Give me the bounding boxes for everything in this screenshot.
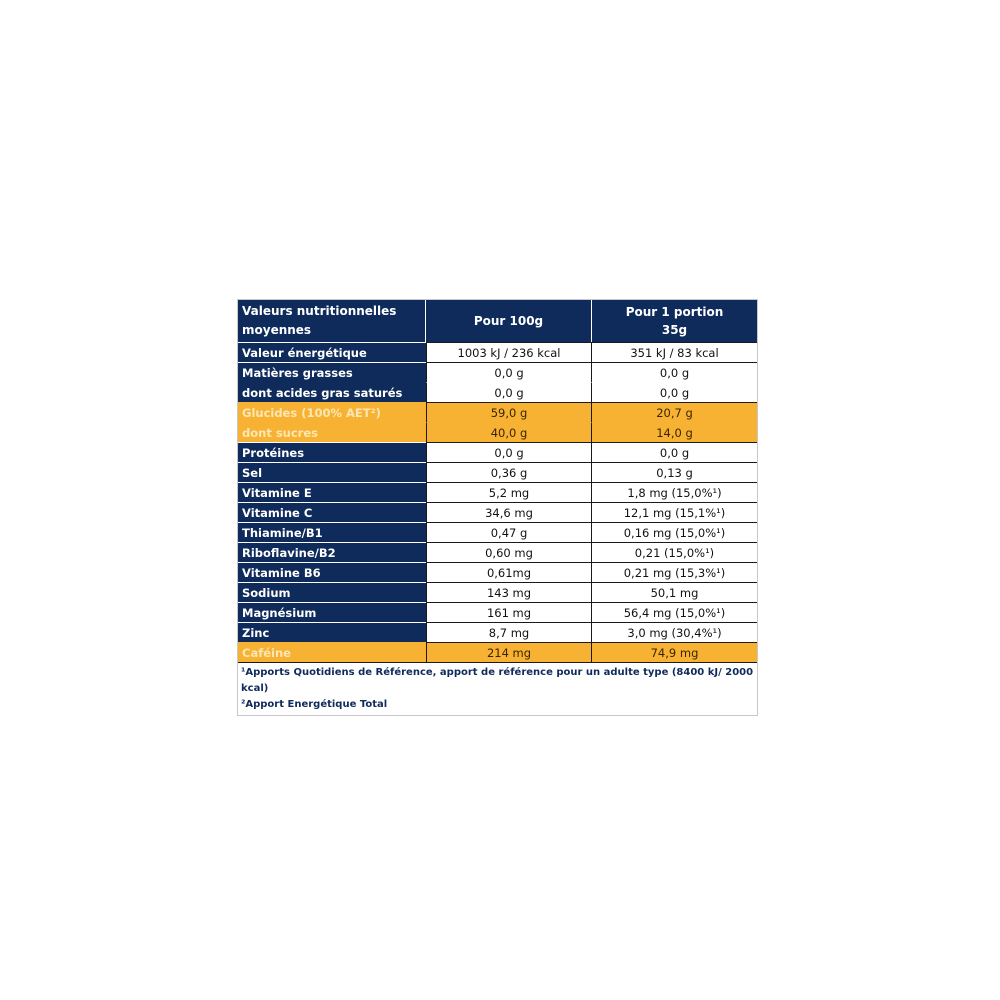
table-row: Vitamine E 5,2 mg 1,8 mg (15,0%¹) <box>238 482 757 502</box>
table-row: Sel 0,36 g 0,13 g <box>238 462 757 482</box>
value-per-100g: 143 mg <box>426 582 591 602</box>
table-body: Valeur énergétique 1003 kJ / 236 kcal 351 … <box>238 342 757 662</box>
value-per-portion: 0,16 mg (15,0%¹) <box>591 522 757 542</box>
value-per-100g: 0,60 mg <box>426 542 591 562</box>
header-portion-line2: 35g <box>661 323 688 337</box>
row-label: Vitamine E <box>238 482 426 502</box>
value-per-portion: 0,0 g <box>591 382 757 402</box>
value-per-100g: 0,0 g <box>426 442 591 462</box>
value-per-portion: 50,1 mg <box>591 582 757 602</box>
value-per-100g: 8,7 mg <box>426 622 591 642</box>
value-per-portion: 20,7 g <box>591 402 757 422</box>
table-row: Protéines 0,0 g 0,0 g <box>238 442 757 462</box>
table-row: dont acides gras saturés 0,0 g 0,0 g <box>238 382 757 402</box>
value-per-100g: 59,0 g <box>426 402 591 422</box>
value-per-100g: 0,61mg <box>426 562 591 582</box>
row-label: Matières grasses <box>238 362 426 382</box>
header-per-portion: Pour 1 portion 35g <box>592 300 757 342</box>
header-per-100g: Pour 100g <box>426 300 592 342</box>
header-portion-line1: Pour 1 portion <box>625 305 724 319</box>
table-row: dont sucres 40,0 g 14,0 g <box>238 422 757 442</box>
row-label: Thiamine/B1 <box>238 522 426 542</box>
value-per-portion: 0,0 g <box>591 362 757 382</box>
row-label: Vitamine B6 <box>238 562 426 582</box>
value-per-100g: 214 mg <box>426 642 591 662</box>
table-row: Vitamine C 34,6 mg 12,1 mg (15,1%¹) <box>238 502 757 522</box>
row-label: Protéines <box>238 442 426 462</box>
value-per-100g: 40,0 g <box>426 422 591 442</box>
table-row: Thiamine/B1 0,47 g 0,16 mg (15,0%¹) <box>238 522 757 542</box>
value-per-portion: 0,13 g <box>591 462 757 482</box>
row-label: Caféine <box>238 642 426 662</box>
value-per-100g: 5,2 mg <box>426 482 591 502</box>
row-label: Glucides (100% AET²) <box>238 402 426 422</box>
footnote-1: ¹Apports Quotidiens de Référence, apport… <box>241 667 754 694</box>
value-per-100g: 34,6 mg <box>426 502 591 522</box>
row-label: Riboflavine/B2 <box>238 542 426 562</box>
value-per-portion: 0,21 (15,0%¹) <box>591 542 757 562</box>
table-row: Zinc 8,7 mg 3,0 mg (30,4%¹) <box>238 622 757 642</box>
table-row: Matières grasses 0,0 g 0,0 g <box>238 362 757 382</box>
value-per-portion: 0,21 mg (15,3%¹) <box>591 562 757 582</box>
value-per-portion: 3,0 mg (30,4%¹) <box>591 622 757 642</box>
value-per-100g: 1003 kJ / 236 kcal <box>426 342 591 362</box>
value-per-100g: 0,0 g <box>426 382 591 402</box>
table-row: Glucides (100% AET²) 59,0 g 20,7 g <box>238 402 757 422</box>
row-label: dont acides gras saturés <box>238 382 426 402</box>
value-per-portion: 56,4 mg (15,0%¹) <box>591 602 757 622</box>
footnotes: ¹Apports Quotidiens de Référence, apport… <box>238 662 757 715</box>
footnote-2: ²Apport Energétique Total <box>241 699 388 710</box>
table-row: Magnésium 161 mg 56,4 mg (15,0%¹) <box>238 602 757 622</box>
value-per-portion: 74,9 mg <box>591 642 757 662</box>
table-row: Caféine 214 mg 74,9 mg <box>238 642 757 662</box>
value-per-100g: 161 mg <box>426 602 591 622</box>
row-label: Magnésium <box>238 602 426 622</box>
value-per-100g: 0,47 g <box>426 522 591 542</box>
row-label: Vitamine C <box>238 502 426 522</box>
value-per-portion: 0,0 g <box>591 442 757 462</box>
row-label: dont sucres <box>238 422 426 442</box>
value-per-100g: 0,0 g <box>426 362 591 382</box>
nutrition-table: Valeurs nutritionnelles moyennes Pour 10… <box>237 299 758 716</box>
table-row: Riboflavine/B2 0,60 mg 0,21 (15,0%¹) <box>238 542 757 562</box>
row-label: Valeur énergétique <box>238 342 426 362</box>
table-row: Valeur énergétique 1003 kJ / 236 kcal 351 … <box>238 342 757 362</box>
row-label: Sodium <box>238 582 426 602</box>
row-label: Sel <box>238 462 426 482</box>
value-per-portion: 351 kJ / 83 kcal <box>591 342 757 362</box>
header-label: Valeurs nutritionnelles moyennes <box>238 300 426 342</box>
value-per-portion: 14,0 g <box>591 422 757 442</box>
table-row: Sodium 143 mg 50,1 mg <box>238 582 757 602</box>
row-label: Zinc <box>238 622 426 642</box>
value-per-100g: 0,36 g <box>426 462 591 482</box>
table-header: Valeurs nutritionnelles moyennes Pour 10… <box>238 300 757 342</box>
table-row: Vitamine B6 0,61mg 0,21 mg (15,3%¹) <box>238 562 757 582</box>
value-per-portion: 12,1 mg (15,1%¹) <box>591 502 757 522</box>
value-per-portion: 1,8 mg (15,0%¹) <box>591 482 757 502</box>
